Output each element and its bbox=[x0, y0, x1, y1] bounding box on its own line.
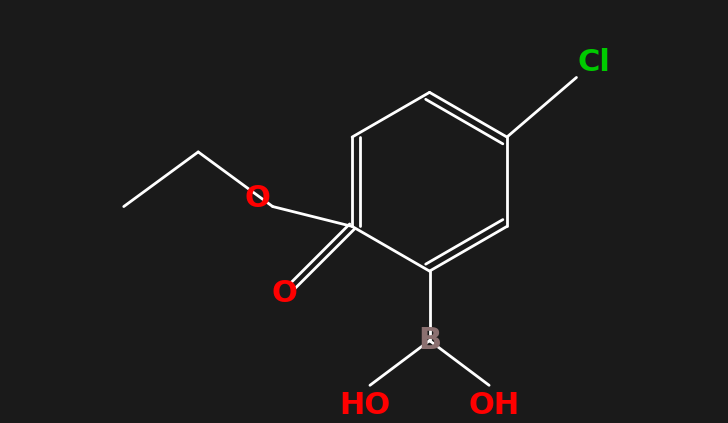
Text: O: O bbox=[245, 184, 271, 213]
Text: O: O bbox=[272, 280, 298, 308]
Text: Cl: Cl bbox=[578, 48, 611, 77]
Text: HO: HO bbox=[339, 391, 391, 420]
Text: OH: OH bbox=[468, 391, 520, 420]
Text: B: B bbox=[418, 326, 441, 355]
